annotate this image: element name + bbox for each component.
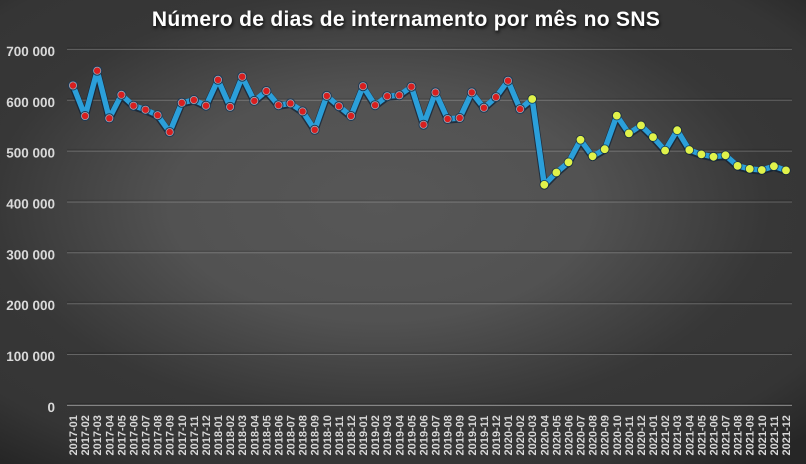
svg-text:2021-04: 2021-04 [684, 414, 696, 455]
svg-text:2021-03: 2021-03 [672, 415, 684, 455]
svg-text:2020-04: 2020-04 [539, 414, 551, 455]
svg-text:2021-06: 2021-06 [709, 415, 721, 455]
svg-text:2017-06: 2017-06 [129, 415, 141, 455]
svg-text:2019-09: 2019-09 [455, 415, 467, 455]
svg-text:2020-03: 2020-03 [527, 415, 539, 455]
svg-text:300 000: 300 000 [6, 247, 55, 262]
svg-text:2017-08: 2017-08 [153, 415, 165, 455]
svg-text:2017-04: 2017-04 [104, 414, 116, 455]
svg-text:2021-11: 2021-11 [769, 416, 781, 456]
svg-text:2020-10: 2020-10 [612, 415, 624, 455]
svg-text:2018-03: 2018-03 [237, 415, 249, 455]
svg-text:2017-11: 2017-11 [189, 416, 201, 456]
svg-text:2019-05: 2019-05 [406, 415, 418, 455]
svg-text:2021-12: 2021-12 [781, 415, 793, 455]
svg-text:2021-02: 2021-02 [660, 415, 672, 455]
svg-text:600 000: 600 000 [6, 95, 55, 110]
svg-text:2021-07: 2021-07 [721, 415, 733, 455]
svg-text:500 000: 500 000 [6, 146, 55, 161]
svg-text:2019-07: 2019-07 [431, 415, 443, 455]
svg-text:2019-02: 2019-02 [370, 415, 382, 455]
svg-text:700 000: 700 000 [6, 44, 55, 59]
svg-text:2020-12: 2020-12 [636, 415, 648, 455]
svg-text:2019-06: 2019-06 [419, 415, 431, 455]
svg-text:2017-12: 2017-12 [201, 415, 213, 455]
svg-text:2019-12: 2019-12 [491, 415, 503, 455]
svg-text:2018-06: 2018-06 [274, 415, 286, 455]
svg-text:400 000: 400 000 [6, 197, 55, 212]
svg-text:2018-08: 2018-08 [298, 415, 310, 455]
svg-text:2017-03: 2017-03 [92, 415, 104, 455]
svg-text:2021-05: 2021-05 [696, 415, 708, 455]
svg-text:2020-06: 2020-06 [564, 415, 576, 455]
svg-text:2019-08: 2019-08 [443, 415, 455, 455]
svg-text:2020-05: 2020-05 [551, 415, 563, 455]
svg-text:2019-11: 2019-11 [479, 416, 491, 456]
svg-text:2020-09: 2020-09 [600, 415, 612, 455]
svg-text:2018-07: 2018-07 [286, 415, 298, 455]
svg-text:2019-10: 2019-10 [467, 415, 479, 455]
svg-text:100 000: 100 000 [6, 349, 55, 364]
svg-text:2021-09: 2021-09 [745, 415, 757, 455]
svg-text:2020-11: 2020-11 [624, 416, 636, 456]
svg-text:2018-11: 2018-11 [334, 416, 346, 456]
svg-text:2021-10: 2021-10 [757, 415, 769, 455]
svg-text:2017-07: 2017-07 [141, 415, 153, 455]
svg-text:2018-02: 2018-02 [225, 415, 237, 455]
svg-text:2018-04: 2018-04 [249, 414, 261, 455]
svg-text:2020-08: 2020-08 [588, 415, 600, 455]
svg-text:2017-01: 2017-01 [68, 415, 80, 455]
svg-text:2017-05: 2017-05 [116, 415, 128, 455]
svg-text:2018-12: 2018-12 [346, 415, 358, 455]
svg-text:2021-08: 2021-08 [733, 415, 745, 455]
svg-text:2017-10: 2017-10 [177, 415, 189, 455]
svg-text:2021-01: 2021-01 [648, 415, 660, 455]
svg-text:2017-09: 2017-09 [165, 415, 177, 455]
svg-text:2020-07: 2020-07 [576, 415, 588, 455]
svg-text:2019-03: 2019-03 [382, 415, 394, 455]
svg-text:0: 0 [47, 400, 55, 415]
svg-text:2018-10: 2018-10 [322, 415, 334, 455]
svg-text:2020-01: 2020-01 [503, 415, 515, 455]
svg-text:2019-04: 2019-04 [394, 414, 406, 455]
svg-text:2018-09: 2018-09 [310, 415, 322, 455]
svg-text:2017-02: 2017-02 [80, 415, 92, 455]
svg-text:2018-05: 2018-05 [261, 415, 273, 455]
svg-text:200 000: 200 000 [6, 298, 55, 313]
svg-text:2018-01: 2018-01 [213, 415, 225, 455]
svg-text:2020-02: 2020-02 [515, 415, 527, 455]
svg-text:2019-01: 2019-01 [358, 415, 370, 455]
